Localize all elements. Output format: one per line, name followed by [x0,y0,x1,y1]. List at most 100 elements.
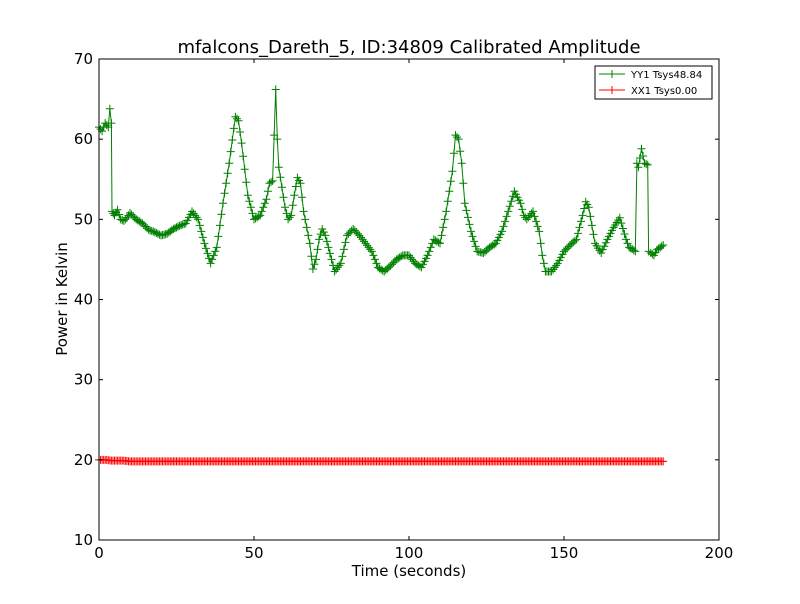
data-point [191,211,200,220]
data-point [437,231,446,240]
data-point [223,169,232,178]
data-point [617,219,626,228]
data-point [209,251,218,260]
data-point [290,191,299,200]
data-point [234,116,243,125]
data-point [575,223,584,232]
data-point [102,121,111,130]
data-point [219,199,227,208]
data-point [319,228,328,237]
data-point [547,267,556,276]
legend-marker-xx1 [608,86,616,94]
data-point [502,212,511,221]
y-tick-label: 40 [74,291,93,309]
data-point [504,207,513,216]
data-point [505,202,514,211]
data-point [246,203,255,212]
y-tick-label: 20 [74,451,93,469]
y-tick-label: 70 [74,50,93,68]
data-point [364,243,373,252]
data-point [301,215,310,224]
x-axis-label: Time (seconds) [351,562,467,580]
data-point [217,210,226,219]
data-point [425,247,434,256]
data-point [237,139,246,148]
data-point [451,131,460,140]
data-point [308,265,317,274]
chart-title: mfalcons_Dareth_5, ID:34809 Calibrated A… [177,37,640,58]
data-point [270,131,279,140]
x-tick-label: 0 [94,544,104,562]
data-point [356,233,365,242]
series-layer [95,85,668,466]
data-point [445,187,454,196]
y-tick-label: 10 [74,531,93,549]
data-point [304,231,313,240]
data-point [358,235,367,244]
data-point [263,187,272,196]
data-point [406,253,415,262]
data-point [570,236,579,245]
data-point [285,213,294,222]
data-point [245,197,254,206]
data-point [262,195,271,204]
data-point [536,239,545,248]
data-point [360,237,369,246]
data-point [277,183,286,192]
data-point [470,237,479,246]
data-point [572,235,581,244]
data-point [307,252,316,261]
data-point [454,135,463,144]
data-point [315,235,324,244]
data-point [573,229,582,238]
data-point [105,104,114,113]
data-point [471,242,480,251]
data-point [313,245,322,254]
data-point [549,265,558,274]
legend: YY1 Tsys48.84 XX1 Tsys0.00 [594,65,713,100]
data-point [271,85,280,94]
data-point [363,241,372,250]
data-point [467,227,475,236]
legend-marker-yy1 [608,70,616,78]
data-point [498,227,506,236]
y-axis-label: Power in Kelvin [53,242,71,356]
data-point [335,261,344,270]
data-point [615,213,624,222]
data-point [212,243,221,252]
data-point [405,251,413,260]
data-point [532,217,541,226]
data-point [325,249,334,258]
data-point [552,261,561,270]
data-point [620,229,629,238]
data-point [524,213,533,222]
y-tick-label: 30 [74,371,93,389]
data-point [457,159,466,168]
data-point [518,205,527,214]
data-point [456,147,465,156]
data-point [367,247,376,256]
plot-area [99,59,719,540]
data-point [525,211,534,220]
data-point [203,249,212,258]
data-point [369,251,378,260]
data-point [339,245,348,254]
data-point [104,123,113,132]
data-point [214,232,223,241]
ticks-layer: 0 50 100 150 200 10 20 30 40 50 60 70 [74,50,733,562]
data-point [273,135,282,144]
data-point [257,207,266,216]
data-point [299,207,308,216]
data-point [305,239,314,248]
data-point [439,223,448,232]
data-point [434,238,443,247]
data-point [260,199,269,208]
x-tick-label: 50 [244,544,263,562]
data-point [195,221,204,230]
data-point [580,204,589,213]
data-point [332,265,341,274]
data-point [312,255,320,264]
data-point [240,165,249,174]
data-point [288,201,297,210]
data-point [440,215,449,224]
